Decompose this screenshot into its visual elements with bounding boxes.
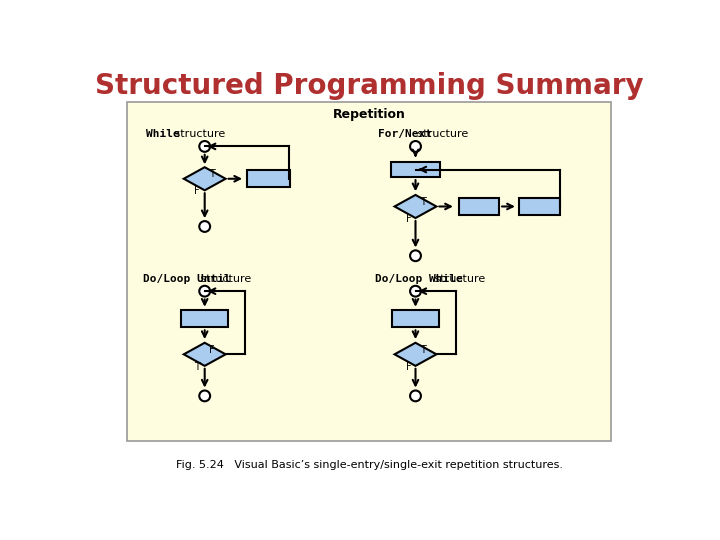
Polygon shape (184, 343, 225, 366)
Circle shape (199, 286, 210, 296)
Text: Repetition: Repetition (333, 109, 405, 122)
Bar (392, 310, 438, 327)
Text: structure: structure (171, 129, 225, 139)
Text: F: F (406, 362, 412, 372)
Bar (247, 170, 289, 187)
Text: F: F (194, 186, 199, 196)
Text: F: F (210, 345, 215, 355)
Text: Do/Loop While: Do/Loop While (375, 274, 463, 284)
Text: structure: structure (414, 129, 468, 139)
Circle shape (410, 390, 421, 401)
Polygon shape (184, 167, 225, 190)
Text: Structured Programming Summary: Structured Programming Summary (95, 72, 643, 100)
Text: Fig. 5.24   Visual Basic’s single-entry/single-exit repetition structures.: Fig. 5.24 Visual Basic’s single-entry/si… (176, 460, 562, 470)
Text: Do/Loop Until: Do/Loop Until (143, 274, 230, 284)
Bar (127, 102, 611, 441)
Circle shape (199, 141, 210, 152)
Text: structure: structure (431, 274, 485, 284)
Text: T: T (194, 362, 199, 372)
Bar (519, 198, 559, 215)
Circle shape (410, 251, 421, 261)
Bar (392, 162, 439, 177)
Text: While: While (145, 129, 179, 139)
Polygon shape (395, 195, 436, 218)
Bar (459, 198, 499, 215)
Text: For/Next: For/Next (378, 129, 432, 139)
Text: T: T (420, 345, 426, 355)
Circle shape (199, 221, 210, 232)
Polygon shape (395, 343, 436, 366)
Circle shape (410, 141, 421, 152)
Text: structure: structure (197, 274, 251, 284)
Text: T: T (420, 197, 426, 207)
Bar (181, 310, 228, 327)
Text: F: F (406, 214, 412, 224)
Circle shape (410, 286, 421, 296)
Text: T: T (210, 169, 215, 179)
Circle shape (199, 390, 210, 401)
